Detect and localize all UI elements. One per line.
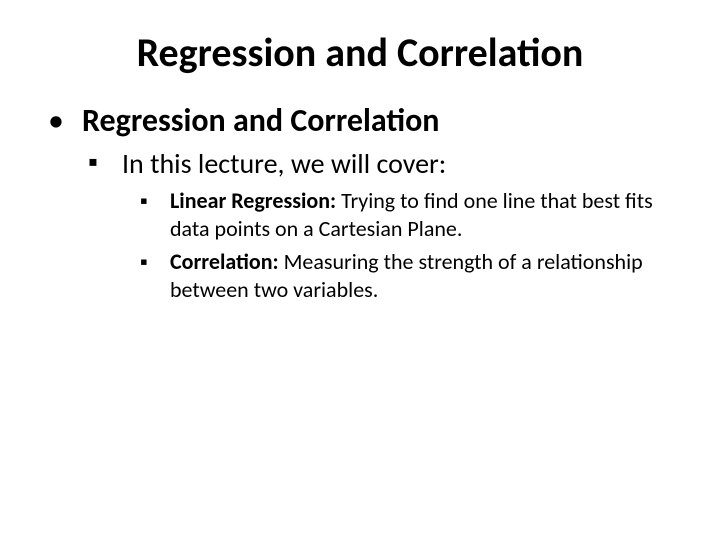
list-item: • Regression and Correlation bbox=[48, 101, 680, 140]
bullet-square-icon: ▪ bbox=[140, 248, 170, 276]
list-item: ▪ Correlation: Measuring the strength of… bbox=[140, 248, 680, 303]
bullet-dot-icon: • bbox=[48, 101, 82, 140]
slide-title: Regression and Correlation bbox=[40, 28, 680, 77]
bullet-list-level-1: • Regression and Correlation bbox=[48, 101, 680, 140]
bullet-square-icon: ▪ bbox=[140, 187, 170, 215]
bullet-list-level-3: ▪ Linear Regression: Trying to find one … bbox=[140, 187, 680, 303]
lvl3-item-0: Linear Regression: Trying to find one li… bbox=[170, 187, 680, 242]
list-item: ▪ In this lecture, we will cover: bbox=[88, 146, 680, 181]
lvl1-text: Regression and Correlation bbox=[82, 101, 439, 140]
bullet-square-icon: ▪ bbox=[88, 146, 122, 178]
slide: Regression and Correlation • Regression … bbox=[0, 0, 720, 540]
bullet-list-level-2: ▪ In this lecture, we will cover: bbox=[88, 146, 680, 181]
lvl3-item-1: Correlation: Measuring the strength of a… bbox=[170, 248, 680, 303]
term: Correlation: bbox=[170, 248, 279, 275]
list-item: ▪ Linear Regression: Trying to find one … bbox=[140, 187, 680, 242]
term: Linear Regression: bbox=[170, 187, 336, 214]
lvl2-text: In this lecture, we will cover: bbox=[122, 146, 446, 181]
